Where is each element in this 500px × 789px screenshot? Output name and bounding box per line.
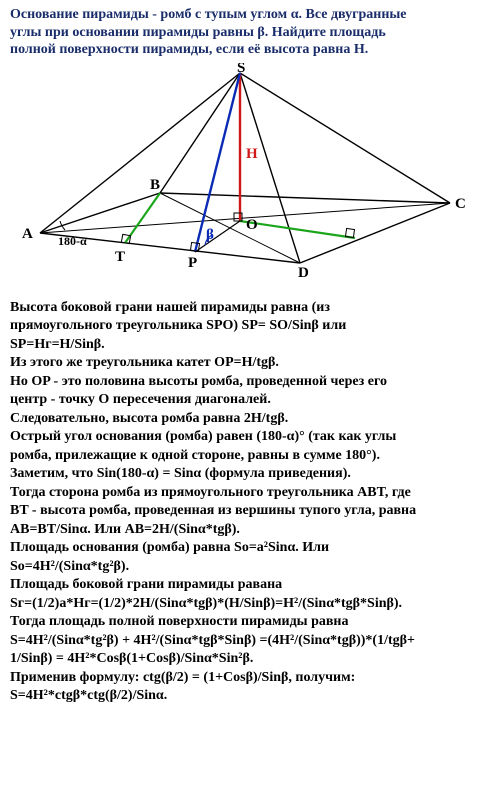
solution-text: Высота боковой грани нашей пирамиды равн… <box>10 299 490 705</box>
solution-line: S=4H²/(Sinα*tg²β) + 4H²/(Sinα*tgβ*Sinβ) … <box>10 632 490 650</box>
solution-line: Но OP - это половина высоты ромба, прове… <box>10 373 490 391</box>
solution-line: Площадь основания (ромба) равна So=a²Sin… <box>10 539 490 557</box>
pyramid-diagram: S A B C D O P T H β 180-α <box>10 63 490 293</box>
solution-line: Острый угол основания (ромба) равен (180… <box>10 428 490 446</box>
problem-statement: Основание пирамиды - ромб с тупым углом … <box>10 6 490 59</box>
solution-line: So=4H²/(Sinα*tg²β). <box>10 558 490 576</box>
solution-line: Применив формулу: ctg(β/2) = (1+Cosβ)/Si… <box>10 669 490 687</box>
svg-text:180-α: 180-α <box>58 234 87 248</box>
svg-text:O: O <box>246 217 258 233</box>
solution-line: Из этого же треугольника катет OP=H/tgβ. <box>10 354 490 372</box>
problem-line: Основание пирамиды - ромб с тупым углом … <box>10 6 490 24</box>
lateral-edges <box>40 73 450 263</box>
solution-line: центр - точку O пересечения диагоналей. <box>10 391 490 409</box>
solution-line: ромба, прилежащие к одной стороне, равны… <box>10 447 490 465</box>
solution-line: AB=BT/Sinα. Или AB=2H/(Sinα*tgβ). <box>10 521 490 539</box>
solution-line: Тогда площадь полной поверхности пирамид… <box>10 613 490 631</box>
solution-line: Тогда сторона ромба из прямоугольного тр… <box>10 484 490 502</box>
solution-line: прямоугольного треугольника SPO) SP= SO/… <box>10 317 490 335</box>
svg-text:T: T <box>115 249 125 265</box>
solution-line: SP=Hг=H/Sinβ. <box>10 336 490 354</box>
svg-text:S: S <box>237 63 245 76</box>
svg-text:P: P <box>188 255 197 271</box>
svg-text:H: H <box>246 146 258 162</box>
solution-line: 1/Sinβ) = 4H²*Cosβ(1+Cosβ)/Sinα*Sin²β. <box>10 650 490 668</box>
solution-line: Sг=(1/2)a*Hг=(1/2)*2H/(Sinα*tgβ)*(H/Sinβ… <box>10 595 490 613</box>
solution-line: S=4H²*ctgβ*ctg(β/2)/Sinα. <box>10 687 490 705</box>
solution-line: BT - высота ромба, проведенная из вершин… <box>10 502 490 520</box>
svg-text:A: A <box>22 226 33 242</box>
solution-line: Высота боковой грани нашей пирамиды равн… <box>10 299 490 317</box>
svg-text:β: β <box>206 227 214 243</box>
solution-line: Следовательно, высота ромба равна 2H/tgβ… <box>10 410 490 428</box>
svg-text:B: B <box>150 177 160 193</box>
svg-text:C: C <box>455 196 466 212</box>
problem-line: углы при основании пирамиды равны β. Най… <box>10 24 490 42</box>
solution-line: Заметим, что Sin(180-α) = Sinα (формула … <box>10 465 490 483</box>
svg-text:D: D <box>298 265 309 281</box>
solution-line: Площадь боковой грани пирамиды равана <box>10 576 490 594</box>
problem-line: полной поверхности пирамиды, если её выс… <box>10 41 490 59</box>
